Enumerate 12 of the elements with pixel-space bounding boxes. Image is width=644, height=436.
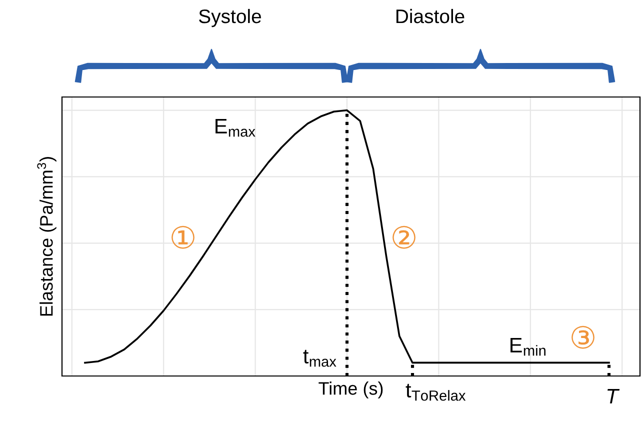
- text: Systole: [199, 8, 262, 28]
- y-axis-title: Elastance (Pa/mm$^{3}$): [37, 157, 56, 316]
- annotation: E$_{min}$: [510, 338, 546, 356]
- annotation: E$_{max}$: [216, 119, 256, 137]
- annotation: t$_{max}$: [303, 350, 336, 367]
- text: t$_{ToRelax}$: [406, 384, 466, 401]
- text: Diastole: [396, 8, 464, 24]
- annotation: ②: [392, 226, 416, 249]
- x-axis-title: Time (s): [318, 382, 383, 398]
- annotation: ③: [572, 326, 594, 349]
- text: T: [608, 389, 620, 404]
- annotation: ①: [172, 226, 194, 249]
